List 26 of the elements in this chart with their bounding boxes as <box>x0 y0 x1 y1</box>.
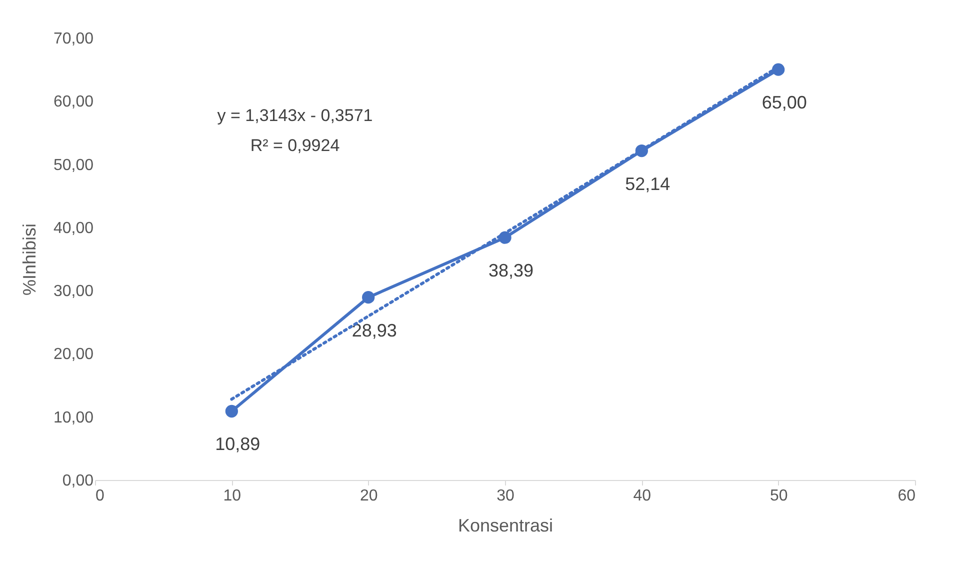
x-tick-label: 20 <box>360 488 378 504</box>
x-tick-label: 40 <box>633 488 652 504</box>
point <box>362 291 375 304</box>
y-tick-label: 70,00 <box>53 30 94 48</box>
annotation: y = 1,3143x - 0,3571 <box>217 106 373 125</box>
x-tick-label: 30 <box>496 488 514 504</box>
data-label: 38,39 <box>488 260 534 281</box>
y-tick-label: 20,00 <box>53 346 94 364</box>
annotation: R² = 0,9924 <box>250 136 340 155</box>
y-tick-label: 50,00 <box>53 156 94 174</box>
y-axis-title: %Inhibisi <box>19 223 40 296</box>
x-tick-label: 0 <box>96 488 104 504</box>
y-tick-label: 10,00 <box>53 409 94 426</box>
x-axis-title: Konsentrasi <box>458 516 554 536</box>
y-tick-label: 40,00 <box>53 220 94 237</box>
x-tick-label: 50 <box>770 488 788 504</box>
data-label: 52,14 <box>625 174 670 194</box>
data-label: 28,93 <box>352 320 397 340</box>
y-tick-label: 60,00 <box>53 94 94 111</box>
data-label: 65,00 <box>762 92 807 113</box>
data-label: 10,89 <box>215 434 260 454</box>
y-tick-label: 0,00 <box>62 472 94 490</box>
x-tick-label: 10 <box>223 488 242 504</box>
x-tick-label: 60 <box>898 488 916 504</box>
y-tick-label: 30,00 <box>53 283 94 300</box>
point <box>225 404 238 418</box>
